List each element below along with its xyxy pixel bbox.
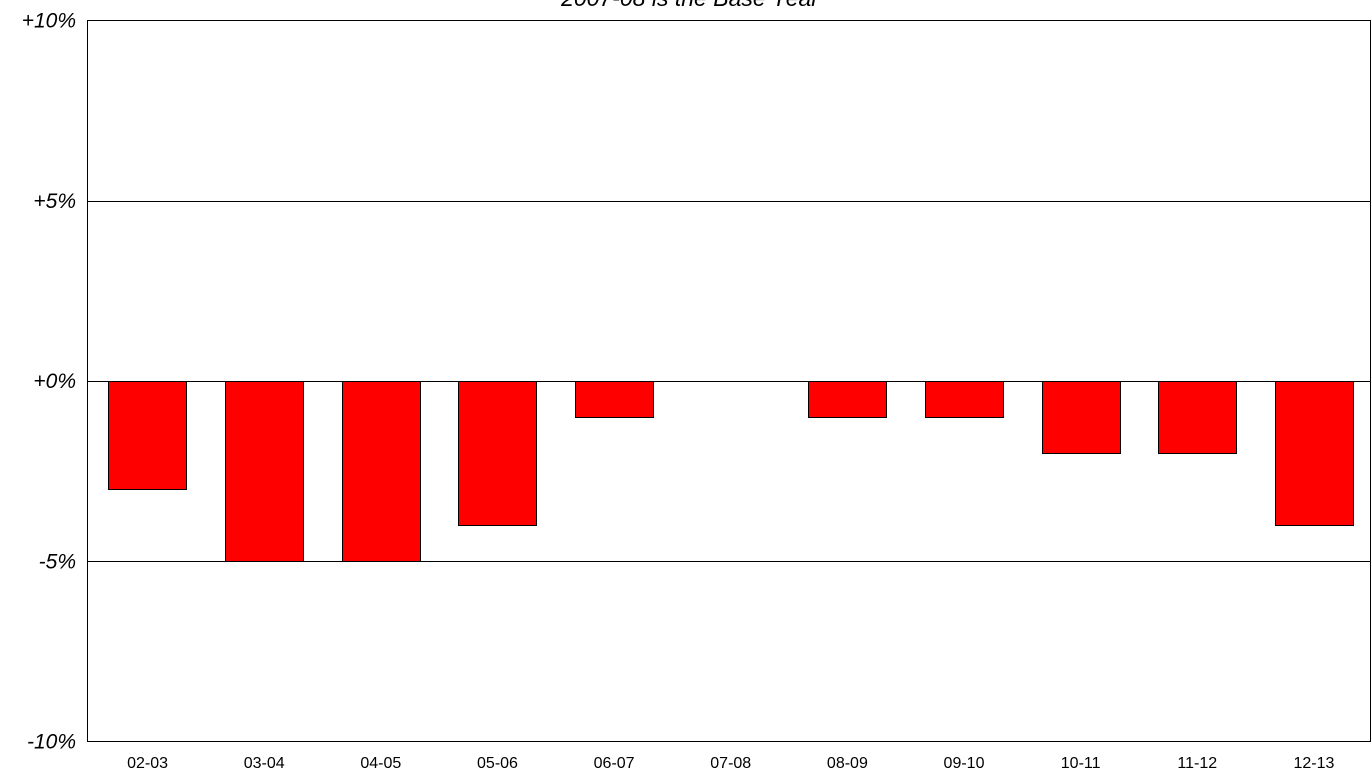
y-tick-label: -10% [27,731,76,754]
x-tick-label: 03-04 [244,755,285,772]
bar-09-10 [925,381,1004,418]
bar-11-12 [1158,381,1237,454]
x-axis-tick-labels: 02-03 03-04 04-05 05-06 06-07 07-08 08-09 09-10… [127,755,1334,772]
chart-title: 2007-08 is the Base Year [560,0,820,11]
y-axis-tick-labels: +10% +5% +0% -5% -10% [22,10,76,754]
x-tick-label: 08-09 [827,755,868,772]
bar-12-13 [1275,381,1354,526]
bar-03-04 [225,381,304,562]
x-tick-label: 10-11 [1061,755,1101,772]
plot-frame [87,20,1371,742]
x-tick-label: 06-07 [594,755,635,772]
x-tick-label: 07-08 [710,755,751,772]
bar-05-06 [458,381,537,526]
y-tick-label: +0% [33,370,76,393]
bar-08-09 [808,381,887,418]
bar-06-07 [575,381,654,418]
y-tick-label: +5% [33,190,76,213]
x-tick-label: 04-05 [360,755,401,772]
x-tick-label: 09-10 [944,755,985,772]
x-tick-label: 12-13 [1293,755,1334,772]
x-tick-label: 11-12 [1177,755,1217,772]
bar-02-03 [108,381,187,490]
x-tick-label: 05-06 [477,755,518,772]
y-tick-label: -5% [39,550,76,573]
bars-layer [108,381,1354,562]
bar-04-05 [342,381,421,562]
x-tick-label: 02-03 [127,755,168,772]
y-tick-label: +10% [22,10,76,33]
bar-10-11 [1042,381,1121,454]
